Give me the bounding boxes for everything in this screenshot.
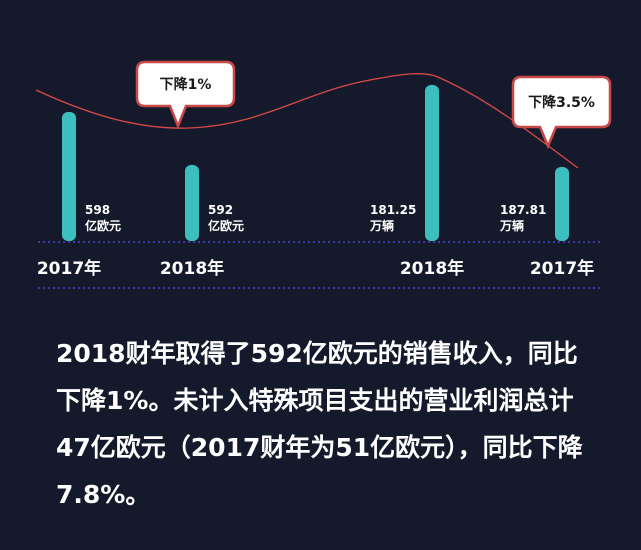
x-tick-label: 2017年 [37, 258, 101, 279]
bar-unit-label: 万辆 [369, 218, 394, 233]
bar-unit-label: 亿欧元 [85, 218, 121, 233]
bar [185, 165, 199, 241]
x-axis-labels: 2017年 2018年 2018年 2017年 [37, 258, 594, 279]
x-tick-label: 2018年 [160, 258, 224, 279]
description-line: 7.8%。 [56, 480, 151, 509]
description-paragraph: 2018财年取得了592亿欧元的销售收入，同比 下降1%。未计入特殊项目支出的营… [56, 330, 616, 518]
bar-unit-label: 万辆 [499, 218, 524, 233]
bar [425, 85, 439, 241]
description-line: 2018财年取得了592亿欧元的销售收入，同比 [56, 339, 578, 368]
bars [62, 85, 569, 241]
callout: 下降3.5% [511, 75, 612, 150]
bar-unit-label: 亿欧元 [208, 218, 244, 233]
callout-bubble [511, 75, 612, 150]
bar [62, 112, 76, 241]
bar [555, 167, 569, 241]
trend-line [35, 72, 579, 169]
bar-value-label: 598 [85, 203, 110, 217]
callouts: 下降1% 下降3.5% [135, 60, 612, 150]
callout: 下降1% [135, 60, 236, 130]
bar-value-label: 187.81 [500, 203, 546, 217]
callout-bubble [135, 60, 236, 130]
bar-value-label: 592 [208, 203, 233, 217]
dotted-guidelines [38, 241, 600, 289]
x-tick-label: 2017年 [530, 258, 594, 279]
callout-text: 下降3.5% [528, 94, 595, 111]
callout-text: 下降1% [160, 76, 212, 93]
x-tick-label: 2018年 [400, 258, 464, 279]
description-line: 下降1%。未计入特殊项目支出的营业利润总计 [56, 386, 574, 415]
description-line: 47亿欧元（2017财年为51亿欧元），同比下降 [56, 433, 583, 462]
bar-value-label: 181.25 [370, 203, 416, 217]
